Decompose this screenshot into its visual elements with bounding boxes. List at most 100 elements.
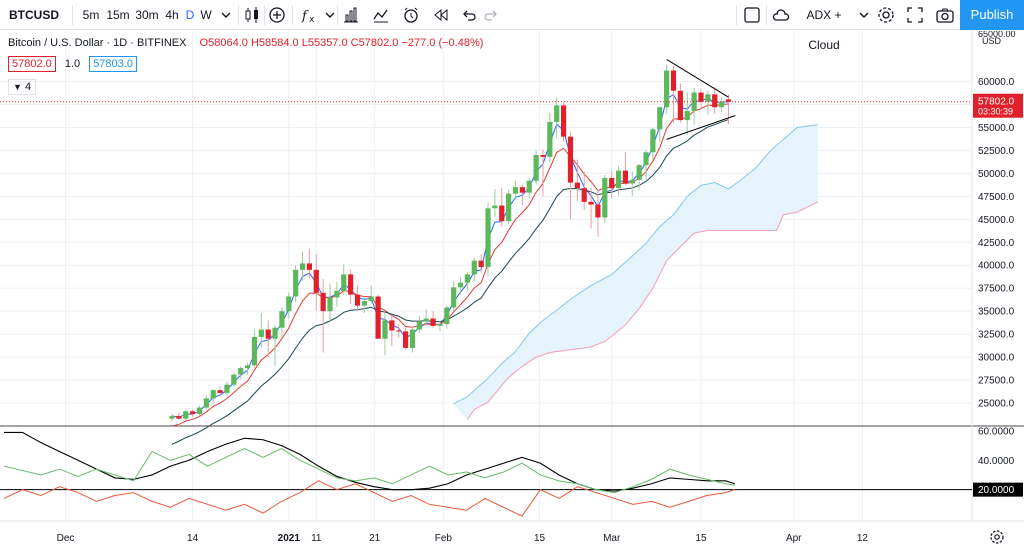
candle bbox=[361, 297, 367, 314]
candle-body bbox=[203, 398, 209, 408]
interval-d[interactable]: D bbox=[185, 8, 195, 22]
candle-body bbox=[224, 384, 230, 393]
price-tick-label: 40000.0 bbox=[978, 261, 1015, 272]
candle bbox=[265, 320, 271, 358]
candle bbox=[691, 87, 697, 125]
candle-body bbox=[670, 70, 677, 91]
price-tick-label: 55000.0 bbox=[978, 123, 1015, 134]
price-tick-label: 45000.0 bbox=[978, 215, 1015, 226]
bid-ask-row: 57802.0 1.0 57803.0 bbox=[8, 56, 137, 72]
candle-body bbox=[396, 330, 402, 332]
interval-30m[interactable]: 30m bbox=[135, 8, 159, 22]
fullscreen-icon[interactable] bbox=[905, 5, 925, 25]
candle-body bbox=[389, 320, 395, 331]
undo-icon[interactable] bbox=[459, 5, 479, 25]
indicators-collapse-button[interactable]: ▼ 4 bbox=[8, 79, 37, 95]
candle bbox=[725, 94, 732, 125]
candle bbox=[409, 325, 416, 353]
chevron-down-icon[interactable] bbox=[854, 5, 874, 25]
layout-square-icon[interactable] bbox=[742, 5, 762, 25]
candle bbox=[354, 285, 361, 312]
candle-body bbox=[217, 390, 223, 393]
candle-body bbox=[595, 204, 601, 218]
candle bbox=[698, 88, 704, 110]
replay-icon[interactable] bbox=[431, 5, 451, 25]
time-axis-label: 21 bbox=[369, 533, 381, 544]
candle-body bbox=[444, 307, 450, 325]
candle-body bbox=[602, 177, 608, 218]
candle-body bbox=[588, 201, 594, 205]
candle-body bbox=[437, 324, 443, 326]
candle-body bbox=[547, 121, 553, 157]
redo-icon[interactable] bbox=[481, 5, 501, 25]
candle bbox=[286, 292, 292, 319]
candle-body bbox=[574, 182, 580, 189]
candle bbox=[334, 281, 340, 307]
camera-icon[interactable] bbox=[935, 5, 955, 25]
chart-area[interactable]: 65000.00USD60000.057500.055000.052500.05… bbox=[0, 31, 1024, 552]
candle bbox=[299, 251, 306, 281]
triangle-lower-line bbox=[666, 115, 736, 140]
candle-body bbox=[430, 318, 436, 326]
candle bbox=[444, 305, 450, 329]
templates-icon[interactable] bbox=[371, 5, 391, 25]
indicator-count: 4 bbox=[24, 81, 32, 93]
compare-add-icon[interactable] bbox=[267, 5, 287, 25]
gear-inner bbox=[994, 534, 1000, 540]
candle-body bbox=[416, 321, 422, 330]
candle-body bbox=[629, 179, 635, 184]
publish-button[interactable]: Publish bbox=[960, 0, 1024, 30]
candle bbox=[306, 248, 312, 279]
layout-name-label[interactable]: ADX + Cloud bbox=[806, 8, 842, 52]
price-tick-label: 60000.0 bbox=[978, 77, 1015, 88]
interval-15m[interactable]: 15m bbox=[106, 8, 130, 22]
axis-settings-gear-icon[interactable] bbox=[990, 530, 1004, 544]
candle bbox=[712, 87, 718, 114]
candle-body bbox=[265, 329, 271, 339]
bid-box[interactable]: 57802.0 bbox=[8, 56, 56, 72]
candle-body bbox=[519, 187, 525, 193]
candle bbox=[636, 164, 642, 190]
interval-4h[interactable]: 4h bbox=[165, 8, 179, 22]
candle-body bbox=[609, 177, 615, 189]
candle-body bbox=[176, 415, 182, 419]
candles-style-icon[interactable] bbox=[242, 5, 262, 25]
candle bbox=[258, 313, 264, 348]
interval-w[interactable]: W bbox=[200, 8, 212, 22]
candle bbox=[574, 159, 580, 201]
interval-5m[interactable]: 5m bbox=[82, 8, 100, 22]
candle bbox=[499, 188, 505, 227]
candle bbox=[430, 311, 436, 328]
alert-clock-icon[interactable] bbox=[401, 5, 421, 25]
symbol-search-button[interactable]: BTCUSD bbox=[9, 8, 59, 22]
candle bbox=[210, 389, 216, 403]
time-axis-label: 15 bbox=[534, 533, 546, 544]
candle bbox=[348, 269, 354, 304]
candle bbox=[595, 189, 601, 237]
candle bbox=[375, 294, 381, 339]
chevron-down-icon[interactable] bbox=[216, 5, 236, 25]
candle-body bbox=[512, 187, 519, 194]
candle bbox=[327, 283, 333, 323]
candle-body bbox=[244, 365, 251, 369]
candle-body bbox=[533, 155, 539, 181]
candle-body bbox=[361, 301, 367, 306]
candle-body bbox=[409, 329, 416, 348]
candle bbox=[244, 362, 251, 375]
svg-text:f: f bbox=[301, 9, 309, 24]
candle-body bbox=[506, 193, 512, 222]
candle bbox=[457, 277, 464, 295]
gear-icon[interactable] bbox=[876, 5, 896, 25]
chevron-down-icon[interactable] bbox=[320, 5, 340, 25]
chart-svg[interactable]: 65000.00USD60000.057500.055000.052500.05… bbox=[0, 31, 1024, 552]
candle bbox=[643, 150, 649, 180]
cloud-icon[interactable] bbox=[771, 5, 791, 25]
candle bbox=[196, 405, 203, 416]
di-minus-line bbox=[3, 480, 735, 517]
candle bbox=[512, 180, 519, 200]
ask-box[interactable]: 57803.0 bbox=[89, 56, 137, 72]
candle bbox=[664, 64, 670, 114]
financials-chart-icon[interactable] bbox=[341, 5, 361, 25]
candle bbox=[684, 92, 690, 135]
